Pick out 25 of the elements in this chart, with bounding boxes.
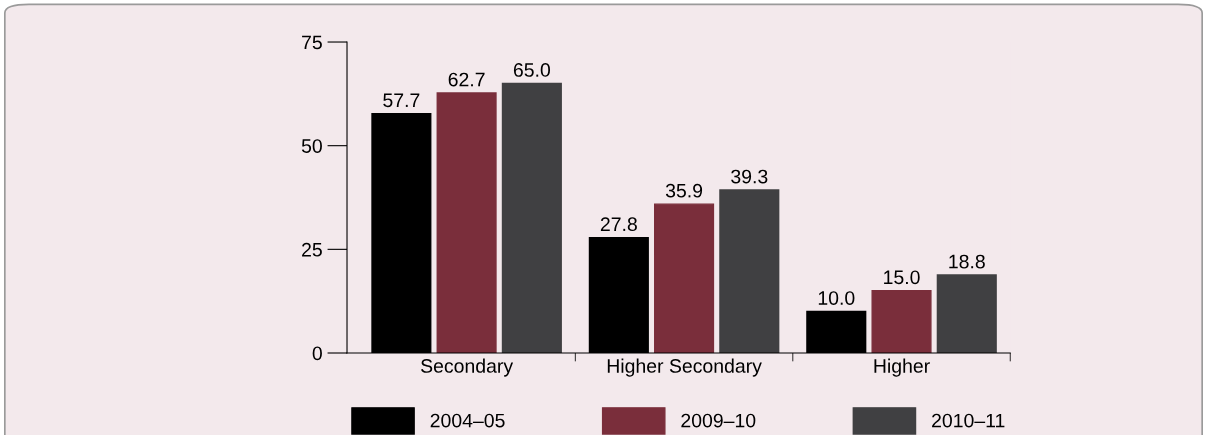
data-label: 10.0 [818,291,855,305]
y-tick-label: 75 [302,35,322,50]
legend-label: 2004–05 [430,413,505,428]
y-tick-label: 25 [302,242,322,257]
data-label: 18.8 [949,254,985,269]
data-label: 35.9 [665,183,703,198]
x-tick-label: Higher [874,358,930,377]
legend-label: 2009–10 [681,413,756,428]
data-label: 39.3 [731,169,768,184]
data-label: 65.0 [513,63,551,77]
bar [436,92,497,353]
x-tick-label: Higher Secondary [607,358,762,377]
bar [654,203,715,353]
data-label: 15.0 [884,270,920,285]
data-label: 27.8 [600,217,637,232]
y-tick-label: 50 [301,139,322,153]
legend-label: 2010–11 [932,413,1005,428]
x-tick-label: Secondary [421,358,514,377]
data-label: 57.7 [383,93,420,108]
bar [871,290,932,353]
y-tick-label: 0 [312,346,322,361]
bar [719,189,780,353]
bar [936,274,997,353]
data-label: 62.7 [448,72,485,87]
bar [501,82,562,353]
